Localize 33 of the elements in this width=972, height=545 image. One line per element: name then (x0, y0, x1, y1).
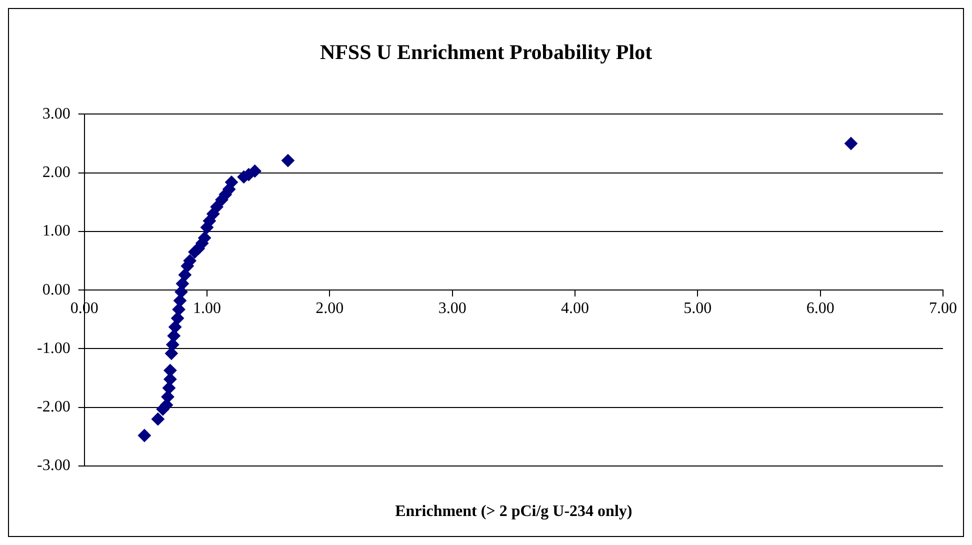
x-tick-label: 7.00 (929, 300, 957, 317)
point (164, 346, 178, 360)
y-tick-label: 1.00 (42, 222, 70, 240)
x-tick-label: 3.00 (438, 300, 466, 317)
y-tick-label: 2.00 (42, 164, 70, 182)
point (281, 154, 294, 168)
y-tick-label: -3.00 (37, 457, 70, 474)
x-tick-label: 4.00 (561, 300, 589, 317)
point (176, 277, 189, 290)
y-tick-label: -2.00 (37, 398, 70, 416)
point (138, 429, 151, 442)
x-tick-label: 5.00 (684, 300, 712, 317)
point (225, 176, 238, 189)
point (164, 364, 177, 377)
y-tick-label: 3.00 (42, 105, 70, 122)
point (844, 137, 858, 150)
x-tick-label: 1.00 (192, 300, 221, 317)
point (168, 320, 182, 334)
point (151, 412, 164, 426)
point (161, 390, 174, 404)
point (162, 382, 176, 395)
y-tick-label: -1.00 (37, 340, 70, 357)
point (174, 294, 187, 308)
chart-title: NFSS U Enrichment Probability Plot (320, 40, 652, 64)
y-tick-label: 0.00 (42, 281, 70, 298)
x-axis-title: Enrichment (> 2 pCi/g U-234 only) (395, 503, 632, 520)
point (167, 329, 180, 342)
x-tick-label: 6.00 (806, 300, 834, 317)
x-tick-label: 2.00 (316, 300, 344, 317)
point (178, 268, 192, 282)
point (248, 164, 262, 178)
point (171, 312, 184, 325)
point (210, 200, 224, 214)
